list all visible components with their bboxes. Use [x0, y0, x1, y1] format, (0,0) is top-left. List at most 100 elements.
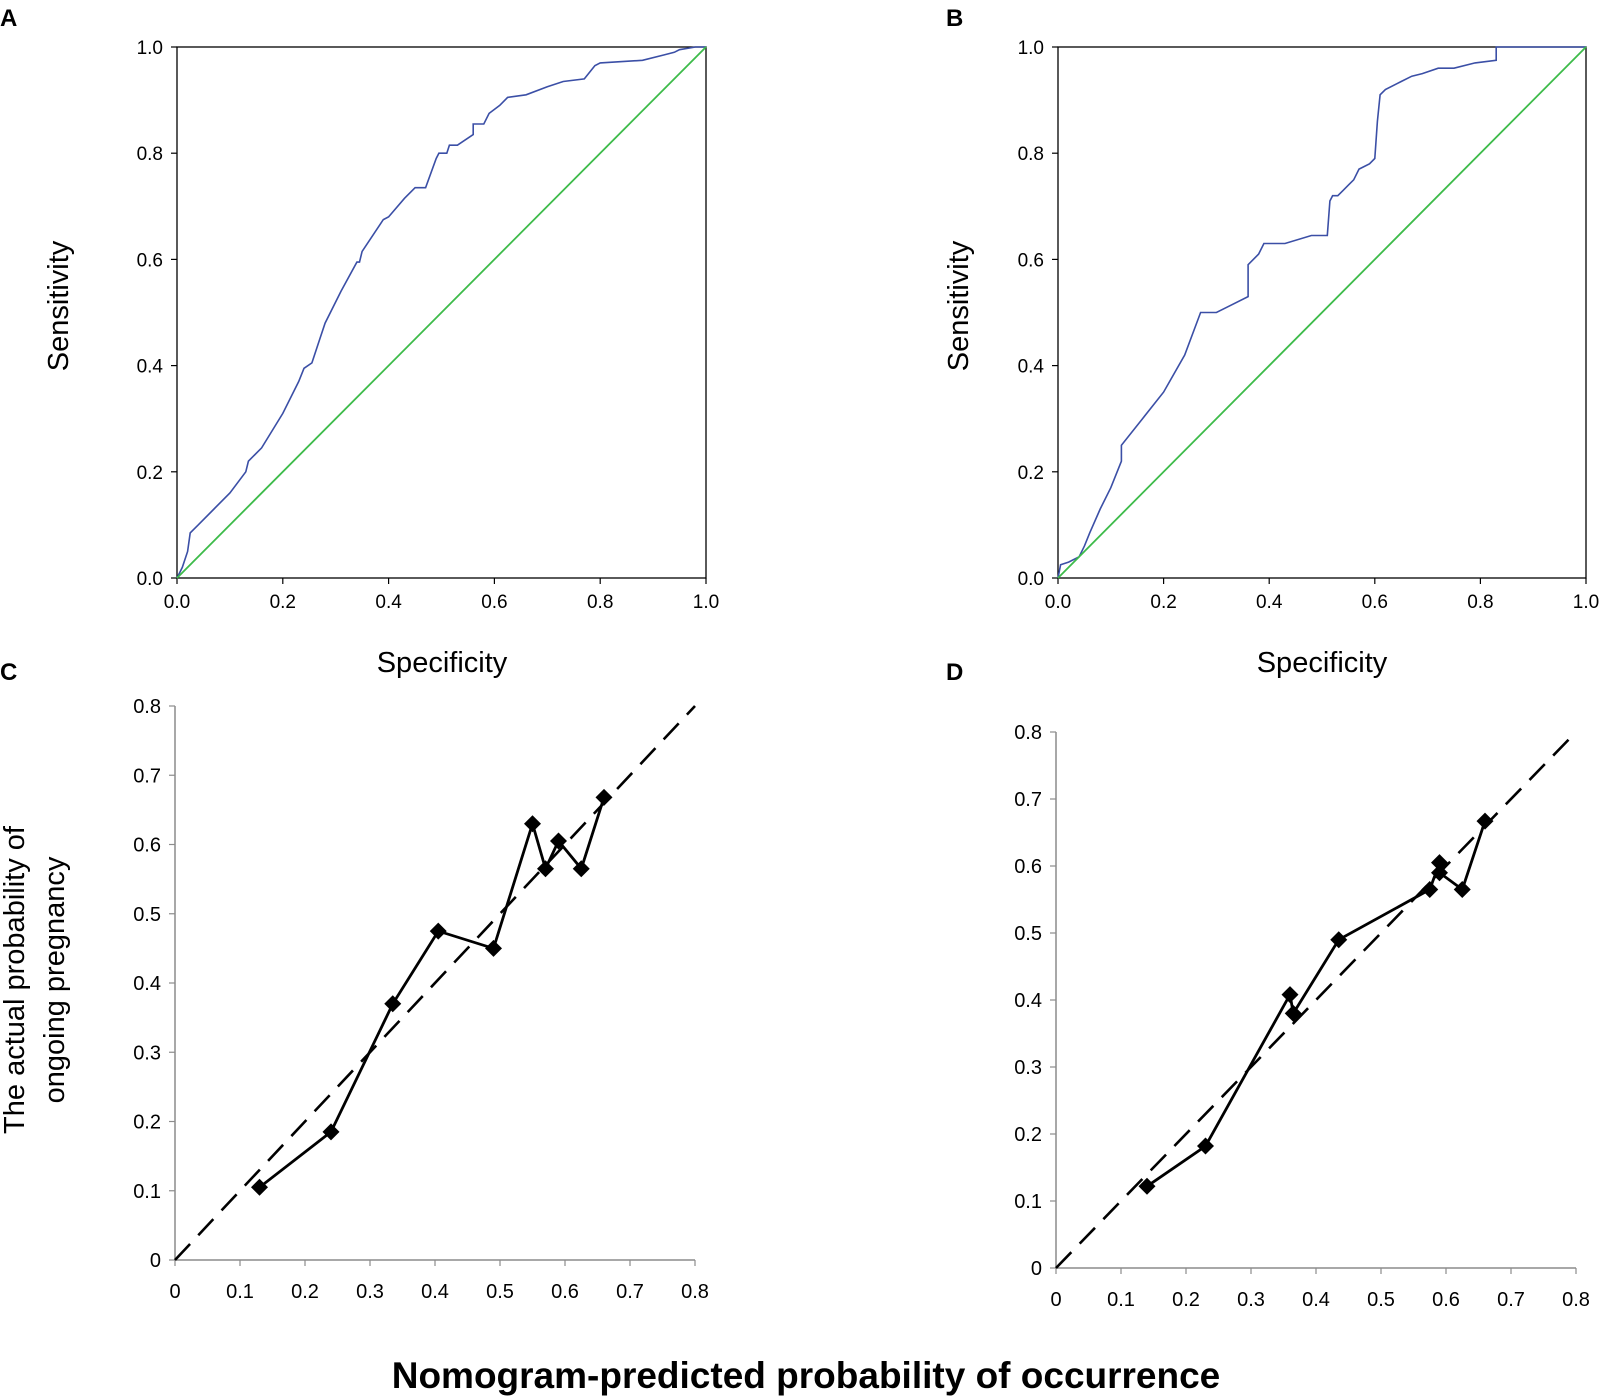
- panel-d-data-point: [1281, 986, 1299, 1004]
- panel-b-x-tick-label: 0.6: [1362, 592, 1388, 613]
- panel-b-reference-line: [1057, 46, 1587, 579]
- panel-label-c: C: [0, 659, 17, 686]
- panel-a-plot-frame: [176, 46, 707, 579]
- panel-c-y-tick-label: 0.2: [133, 1112, 161, 1134]
- panel-a-x-tick-label: 0.6: [481, 592, 507, 613]
- panel-c-y-tick-label: 0.5: [133, 904, 161, 926]
- panel-label-a: A: [0, 5, 17, 32]
- panel-c-x-tick-label: 0.8: [681, 1281, 709, 1303]
- panel-d-y-tick-label: 0.6: [1014, 856, 1042, 878]
- panel-d-y-tick-label: 0: [1031, 1258, 1042, 1280]
- panel-d-x-tick-label: 0.4: [1302, 1289, 1330, 1311]
- panel-b-x-tick-label: 0.0: [1045, 592, 1071, 613]
- panel-a-x-axis-title: Specificity: [377, 647, 508, 679]
- panel-d-ideal-dashed-line: [1055, 731, 1577, 1269]
- panel-b-x-tick-label: 0.4: [1256, 592, 1283, 613]
- panel-c-x-tick-label: 0.1: [226, 1281, 254, 1303]
- panel-b-plot-frame: [1057, 46, 1587, 579]
- panel-a-y-tick-label: 0.0: [137, 569, 163, 590]
- panel-c-y-axis-title-line-1: The actual probability of: [0, 825, 31, 1134]
- panel-c-x-tick-label: 0: [169, 1281, 180, 1303]
- panel-c-data-point: [572, 860, 590, 878]
- panel-b-y-tick-label: 0.8: [1018, 144, 1044, 165]
- panel-a-x-tick-label: 0.4: [375, 592, 402, 613]
- panel-c-data-point: [429, 922, 447, 940]
- panel-c-y-tick-label: 0: [150, 1250, 161, 1272]
- panel-d-y-tick-label: 0.8: [1014, 722, 1042, 744]
- panel-b-y-tick-label: 0.6: [1018, 250, 1044, 271]
- panel-c-x-tick-label: 0.2: [291, 1281, 319, 1303]
- panel-b-x-axis-title: Specificity: [1257, 647, 1388, 679]
- panel-d-x-tick-label: 0.7: [1497, 1289, 1525, 1311]
- panel-c-data-point: [595, 788, 613, 806]
- panel-c-y-tick-label: 0.6: [133, 835, 161, 857]
- panel-d-data-point: [1431, 864, 1448, 882]
- panel-a-x-tick-label: 0.0: [164, 592, 190, 613]
- panel-d-calibration-chart: D 00 0.1 0.1 0.2 0.2 0.3 0.3 0.4 0.4 0.5 0.5 0.6 0.6…: [946, 659, 1590, 1311]
- panel-d-y-tick-label: 0.4: [1014, 990, 1042, 1012]
- panel-c-calibration-chart: C The actual probability of ongoing preg…: [0, 659, 709, 1303]
- panel-d-x-tick-label: 0.1: [1107, 1289, 1135, 1311]
- panel-d-x-tick-label: 0.5: [1367, 1289, 1395, 1311]
- panel-d-y-tick-label: 0.3: [1014, 1057, 1042, 1079]
- panel-d-data-point: [1453, 880, 1471, 898]
- panel-a-roc-curve: [176, 46, 706, 579]
- panel-c-data-point: [251, 1178, 268, 1196]
- panel-label-b: B: [946, 5, 963, 32]
- panel-d-data-point: [1197, 1137, 1214, 1155]
- panel-b-y-tick-label: 0.0: [1018, 569, 1044, 590]
- panel-a-y-tick-label: 0.8: [137, 144, 163, 165]
- panel-d-x-tick-label: 0.3: [1237, 1289, 1265, 1311]
- panel-d-y-tick-label: 0.2: [1014, 1124, 1042, 1146]
- panel-c-data-point: [322, 1123, 340, 1141]
- panel-b-x-tick-label: 0.8: [1467, 592, 1493, 613]
- shared-x-axis-title: Nomogram-predicted probability of occurr…: [392, 1355, 1221, 1396]
- panel-a-y-axis-title: Sensitivity: [43, 240, 75, 371]
- panel-b-y-tick-label: 0.4: [1018, 357, 1045, 378]
- panel-d-data-point: [1330, 931, 1348, 949]
- panel-b-y-tick-label: 1.0: [1018, 38, 1044, 59]
- panel-b-roc-chart: B Sensitivity Specificity 0.00.0 0.2 0.2 0.…: [943, 5, 1599, 679]
- panel-c-x-tick-label: 0.4: [421, 1281, 449, 1303]
- panel-c-x-tick-label: 0.5: [486, 1281, 514, 1303]
- panel-c-data-point: [485, 939, 502, 957]
- panel-d-data-point: [1476, 812, 1494, 830]
- panel-b-y-axis-title: Sensitivity: [943, 240, 975, 371]
- panel-d-data-point: [1284, 1004, 1302, 1022]
- panel-c-nomogram-line: [258, 796, 606, 1189]
- panel-d-y-tick-label: 0.7: [1014, 789, 1042, 811]
- panel-c-data-point: [524, 815, 541, 833]
- panel-c-x-tick-label: 0.3: [356, 1281, 384, 1303]
- panel-label-d: D: [946, 659, 963, 686]
- panel-d-data-point: [1431, 854, 1448, 872]
- panel-b-x-tick-label: 1.0: [1573, 592, 1599, 613]
- panel-c-y-tick-label: 0.8: [133, 696, 161, 718]
- panel-d-y-tick-label: 0.1: [1014, 1191, 1042, 1213]
- panel-c-data-point: [550, 832, 567, 850]
- panel-d-x-tick-label: 0: [1050, 1289, 1061, 1311]
- panel-d-x-tick-label: 0.6: [1432, 1289, 1460, 1311]
- panel-b-x-tick-label: 0.2: [1150, 592, 1176, 613]
- panel-c-ideal-dashed-line: [174, 705, 696, 1261]
- panel-d-x-tick-label: 0.2: [1172, 1289, 1200, 1311]
- panel-a-y-tick-label: 0.2: [137, 463, 163, 484]
- panel-d-y-tick-label: 0.5: [1014, 923, 1042, 945]
- panel-c-y-tick-label: 0.1: [133, 1181, 161, 1203]
- panel-c-x-tick-label: 0.6: [551, 1281, 579, 1303]
- panel-c-y-axis-title-line-2: ongoing pregnancy: [39, 856, 71, 1103]
- panel-d-nomogram-line: [1146, 820, 1487, 1188]
- panel-c-x-tick-label: 0.7: [616, 1281, 644, 1303]
- panel-a-roc-chart: A Sensitivity Specificity 0.00.0 0.2 0.2 0.…: [0, 5, 719, 679]
- panel-d-data-point: [1421, 880, 1439, 898]
- panel-b-y-tick-label: 0.2: [1018, 463, 1044, 484]
- panel-d-x-tick-label: 0.8: [1562, 1289, 1590, 1311]
- panel-d-data-point: [1138, 1177, 1156, 1195]
- panel-a-y-tick-label: 1.0: [137, 38, 163, 59]
- panel-a-reference-line: [176, 46, 707, 579]
- panel-a-x-tick-label: 0.2: [270, 592, 296, 613]
- panel-c-y-tick-label: 0.7: [133, 765, 161, 787]
- panel-b-roc-curve: [1057, 46, 1586, 579]
- panel-c-data-point: [537, 860, 554, 878]
- panel-a-y-tick-label: 0.4: [137, 357, 164, 378]
